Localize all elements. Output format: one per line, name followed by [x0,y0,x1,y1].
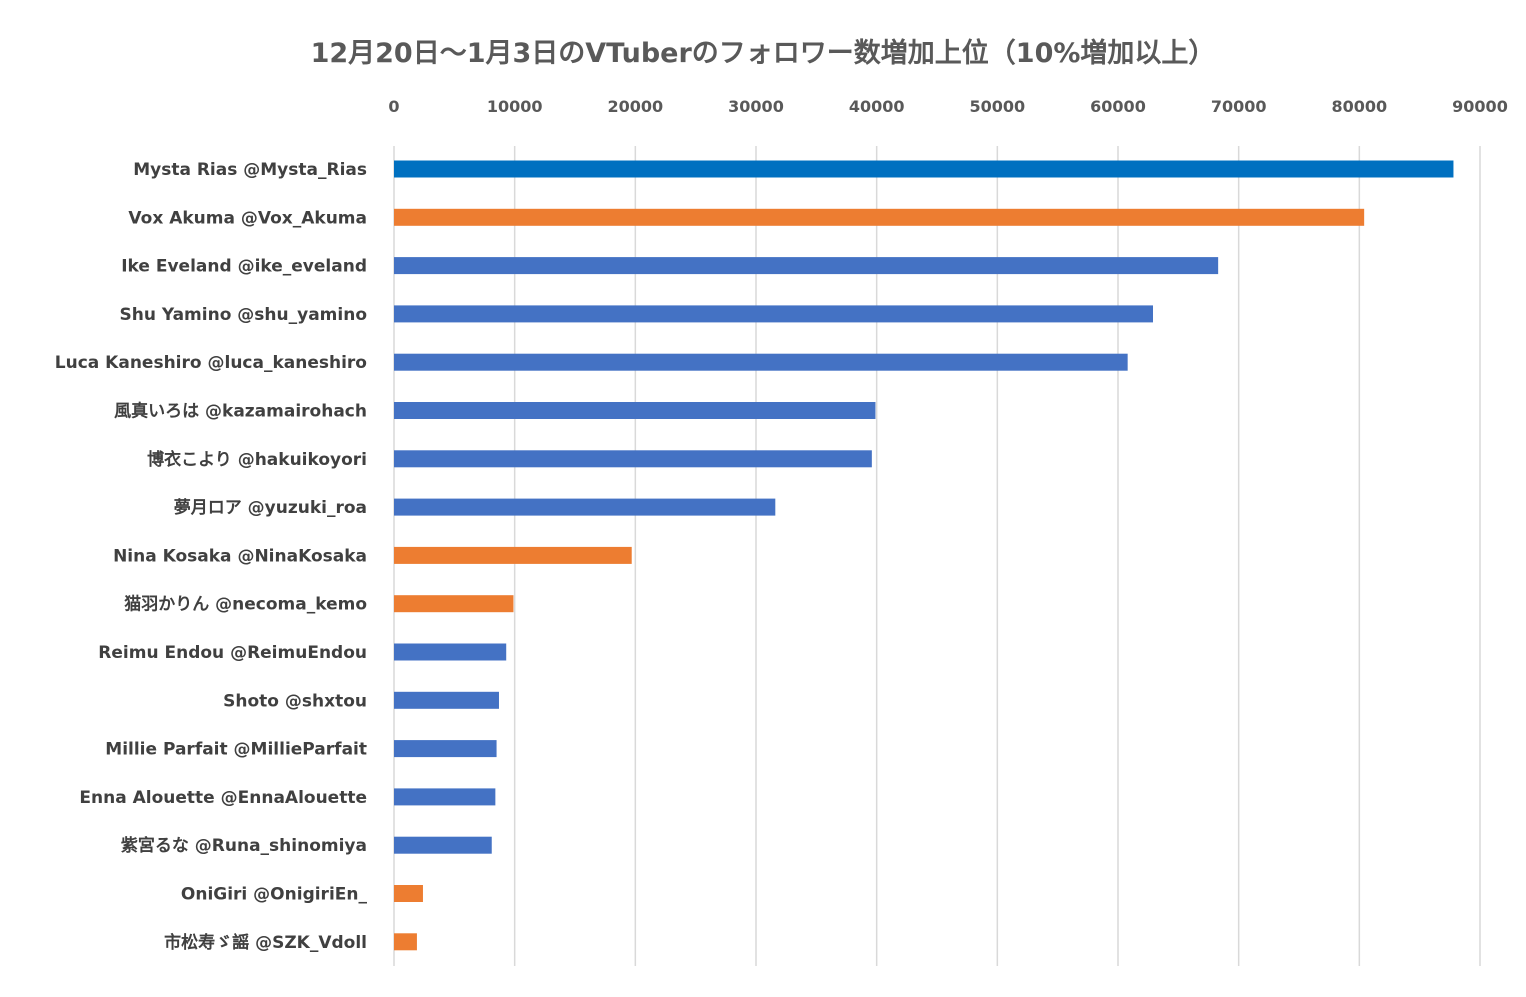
bar [394,595,514,613]
bar [394,402,876,419]
category-label: 博衣こより @hakuikoyori [147,449,367,470]
bar [394,691,499,709]
bar [394,498,776,516]
category-label: Vox Akuma @Vox_Akuma [128,208,367,228]
x-tick-label: 40000 [849,97,905,116]
bar [394,160,1454,178]
category-label: 猫羽かりん @necoma_kemo [124,594,367,615]
category-label: Enna Alouette @EnnaAlouette [79,788,367,808]
x-tick-label: 0 [388,97,399,116]
category-label: Shoto @shxtou [223,691,367,711]
x-axis-tick-labels: 0 10000 20000 30000 40000 50000 60000 70000 8000… [388,97,1507,116]
bar [394,353,1128,371]
category-label: Luca Kaneshiro @luca_kaneshiro [55,353,367,373]
category-label: Mysta Rias @Mysta_Rias [133,160,367,180]
x-tick-label: 50000 [969,97,1025,116]
x-tick-label: 30000 [728,97,784,116]
x-tick-label: 70000 [1211,97,1267,116]
category-label: 夢月ロア @yuzuki_roa [174,498,367,518]
category-label: Reimu Endou @ReimuEndou [98,643,367,663]
category-label: 風真いろは @kazamairohach [114,401,367,422]
x-tick-label: 90000 [1452,97,1508,116]
bar [394,305,1153,323]
bar [394,885,423,902]
bar [394,450,872,468]
bar [394,740,497,758]
bar [394,836,492,854]
category-label: OniGiri @OnigiriEn_ [181,885,368,905]
bar [394,643,507,661]
category-label: Nina Kosaka @NinaKosaka [113,546,367,566]
x-tick-label: 20000 [607,97,663,116]
x-tick-label: 10000 [487,97,543,116]
bar [394,933,417,951]
category-label: 紫宮るな @Runa_shinomiya [121,835,367,856]
x-tick-label: 60000 [1090,97,1146,116]
chart-title: 12月20日〜1月3日のVTuberのフォロワー数増加上位（10%増加以上） [311,37,1216,69]
bar [394,208,1365,226]
x-tick-label: 80000 [1331,97,1387,116]
category-label: Millie Parfait @MillieParfait [105,740,367,760]
bars [394,160,1454,951]
gridlines [393,146,1481,966]
bar [394,788,496,806]
bar [394,257,1219,275]
category-labels: Mysta Rias @Mysta_Rias Vox Akuma @Vox_Aku… [55,160,368,953]
category-label: 市松寿ゞ謡 @SZK_Vdoll [164,932,367,953]
category-label: Shu Yamino @shu_yamino [119,305,367,325]
category-label: Ike Eveland @ike_eveland [121,257,367,277]
bar [394,546,632,564]
